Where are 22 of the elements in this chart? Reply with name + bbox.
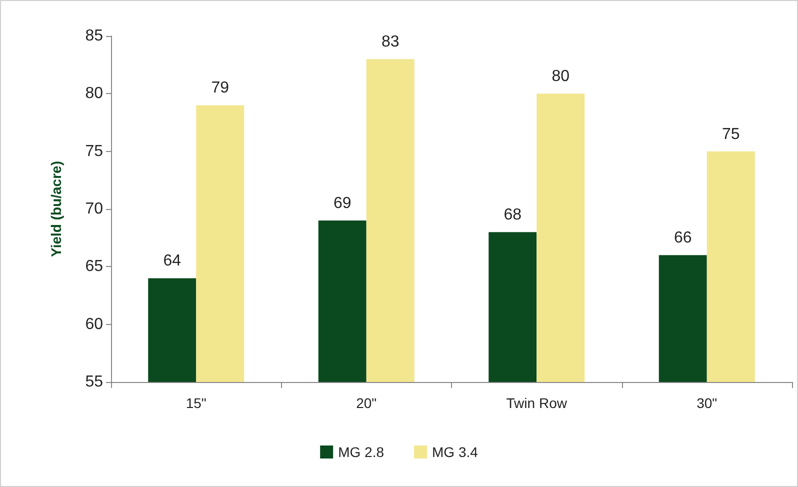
x-tick-label: 30": [696, 395, 718, 411]
legend-label: MG 2.8: [338, 444, 384, 460]
y-tick-label: 75: [85, 142, 104, 160]
data-label: 64: [163, 252, 182, 270]
y-tick-label: 65: [85, 258, 104, 276]
x-tick-label: 15": [186, 395, 206, 411]
data-label: 79: [211, 80, 230, 97]
data-label: 68: [504, 206, 522, 224]
y-tick-label: 55: [85, 374, 104, 390]
y-tick-label: 80: [85, 85, 104, 102]
data-label: 75: [722, 126, 740, 143]
data-label: 69: [333, 195, 352, 212]
x-tick-label: Twin Row: [506, 395, 568, 411]
y-tick-label: 85: [85, 28, 104, 44]
y-axis-title: Yield (bu/acre): [48, 161, 64, 257]
data-label: 66: [674, 230, 692, 247]
y-tick-label: 70: [85, 200, 104, 218]
y-tick-label: 60: [85, 316, 104, 333]
data-label: 80: [552, 68, 570, 86]
data-label: 83: [381, 34, 400, 51]
legend-label: MG 3.4: [432, 444, 478, 460]
x-tick-label: 20": [356, 395, 377, 411]
